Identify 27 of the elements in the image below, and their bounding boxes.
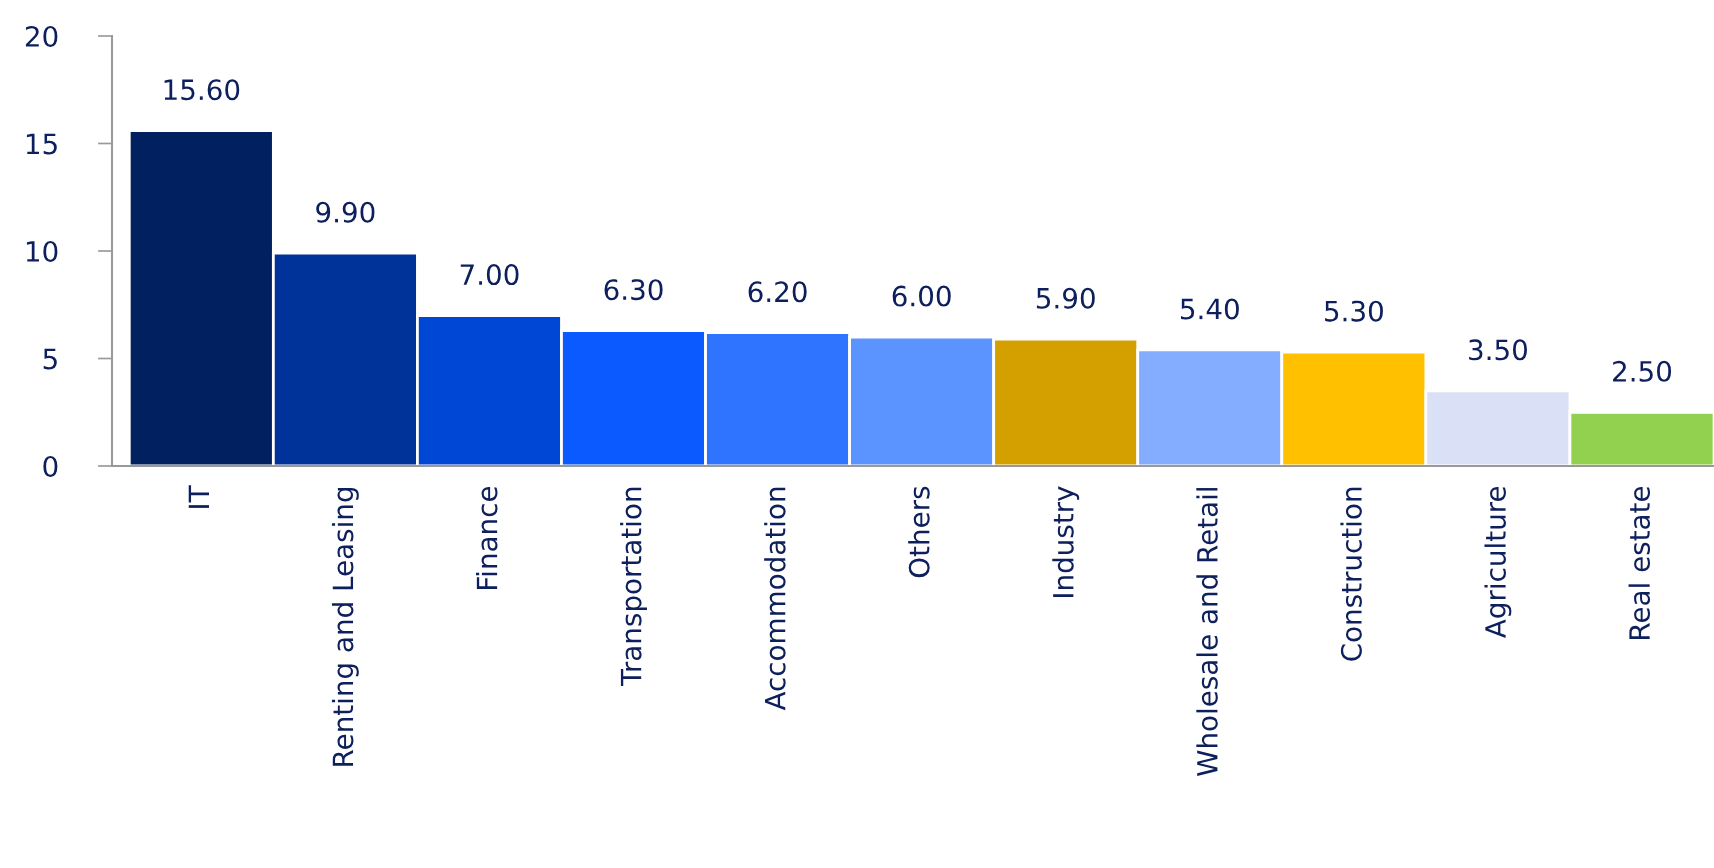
data-label: 6.20 — [748, 281, 807, 303]
data-label: 15.60 — [164, 79, 240, 101]
x-tick-label: Renting and Leasing — [331, 487, 359, 766]
x-tick-label: Industry — [1052, 486, 1080, 597]
data-label: 5.40 — [1180, 298, 1239, 320]
x-tick-label: Real estate — [1628, 486, 1651, 639]
data-label: 3.50 — [1469, 339, 1527, 361]
x-tick-label: IT — [188, 485, 209, 508]
y-tick-label: 20 — [25, 25, 58, 47]
x-tick-label: Construction — [1340, 487, 1362, 661]
x-tick-label: Wholesale and Retail — [1196, 488, 1218, 777]
x-tick-label: Accommodation — [764, 487, 786, 711]
data-label: 6.30 — [604, 279, 663, 301]
data-label: 6.00 — [892, 285, 951, 307]
y-tick-label: 10 — [26, 240, 58, 262]
x-tick-label: Transportation — [620, 487, 647, 687]
data-label: 9.90 — [316, 201, 375, 223]
y-tick-label: 0 — [43, 455, 58, 477]
x-tick-label: Others — [908, 486, 930, 578]
data-label: 2.50 — [1613, 360, 1672, 382]
y-tick-label: 15 — [26, 133, 57, 155]
x-tick-label: Agriculture — [1484, 486, 1512, 638]
data-label: 7.00 — [460, 264, 519, 286]
y-tick-label: 5 — [43, 348, 57, 370]
data-label: 5.30 — [1325, 300, 1383, 322]
x-tick-label: Finance — [476, 486, 498, 589]
data-label: 5.90 — [1036, 287, 1095, 309]
